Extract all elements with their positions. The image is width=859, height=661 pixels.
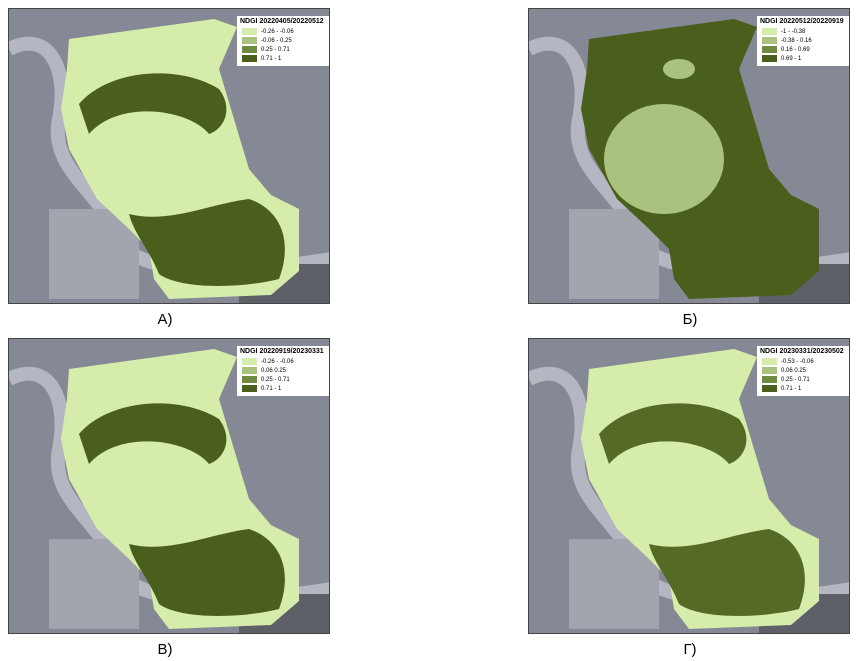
legend-item: 0.71 - 1 <box>242 384 330 393</box>
legend-item: -0.06 - 0.25 <box>242 36 330 45</box>
map-panel: NDGI 20220405/20220512 -0.26 - -0.06 -0.06… <box>8 8 330 304</box>
legend-title: NDGI 20220512/20220919 <box>760 18 850 25</box>
legend-label: -0.53 - -0.06 <box>781 359 814 365</box>
legend-label: -0.06 - 0.25 <box>261 38 292 44</box>
legend-item: 0.71 - 1 <box>242 54 330 63</box>
map-panel: NDGI 20220919/20230331 -0.26 - -0.06 0.06 … <box>8 338 330 634</box>
legend-label: -0.38 - 0.16 <box>781 38 812 44</box>
legend: NDGI 20220405/20220512 -0.26 - -0.06 -0.06… <box>237 16 330 66</box>
legend-swatch <box>242 37 257 44</box>
figure: NDGI 20220405/20220512 -0.26 - -0.06 -0.06… <box>0 0 859 661</box>
caption: Г) <box>660 641 720 658</box>
caption: Б) <box>660 311 720 328</box>
legend-label: -0.26 - -0.06 <box>261 359 294 365</box>
legend-label: 0.06 0.25 <box>781 368 806 374</box>
legend-swatch <box>762 376 777 383</box>
legend-title: NDGI 20220919/20230331 <box>240 348 330 355</box>
zone <box>663 59 695 79</box>
legend-swatch <box>242 46 257 53</box>
legend-item: 0.25 - 0.71 <box>242 375 330 384</box>
caption: В) <box>135 641 195 658</box>
legend-label: -1 - -0.38 <box>781 29 805 35</box>
legend-swatch <box>242 55 257 62</box>
legend-item: 0.69 - 1 <box>762 54 850 63</box>
legend-item: -0.26 - -0.06 <box>242 27 330 36</box>
legend-item: -0.26 - -0.06 <box>242 357 330 366</box>
zone <box>99 444 209 534</box>
legend-swatch <box>762 37 777 44</box>
legend-swatch <box>762 46 777 53</box>
legend-swatch <box>242 367 257 374</box>
legend-swatch <box>242 376 257 383</box>
legend-swatch <box>242 385 257 392</box>
zone <box>99 114 209 204</box>
legend-label: 0.16 - 0.69 <box>781 47 810 53</box>
legend-label: 0.25 - 0.71 <box>781 377 810 383</box>
legend-label: 0.25 - 0.71 <box>261 377 290 383</box>
legend-swatch <box>242 358 257 365</box>
legend: NDGI 20220512/20220919 -1 - -0.38 -0.38 - … <box>757 16 850 66</box>
legend-item: 0.06 0.25 <box>242 366 330 375</box>
legend-item: 0.06 0.25 <box>762 366 850 375</box>
legend-label: 0.06 0.25 <box>261 368 286 374</box>
legend-label: 0.71 - 1 <box>261 56 281 62</box>
legend-swatch <box>762 358 777 365</box>
zone <box>619 444 729 534</box>
legend-item: -0.53 - -0.06 <box>762 357 850 366</box>
legend-swatch <box>762 55 777 62</box>
legend-title: NDGI 20220405/20220512 <box>240 18 330 25</box>
legend-item: -0.38 - 0.16 <box>762 36 850 45</box>
legend-label: 0.71 - 1 <box>781 386 801 392</box>
legend-label: 0.71 - 1 <box>261 386 281 392</box>
zone <box>604 104 724 214</box>
map-panel: NDGI 20220512/20220919 -1 - -0.38 -0.38 - … <box>528 8 850 304</box>
legend-item: -1 - -0.38 <box>762 27 850 36</box>
legend-item: 0.16 - 0.69 <box>762 45 850 54</box>
legend-item: 0.25 - 0.71 <box>242 45 330 54</box>
map-panel: NDGI 20230331/20230502 -0.53 - -0.06 0.06 … <box>528 338 850 634</box>
legend-item: 0.71 - 1 <box>762 384 850 393</box>
legend-label: 0.69 - 1 <box>781 56 801 62</box>
legend-swatch <box>762 385 777 392</box>
legend-swatch <box>762 367 777 374</box>
legend-swatch <box>762 28 777 35</box>
legend-label: 0.25 - 0.71 <box>261 47 290 53</box>
legend-label: -0.26 - -0.06 <box>261 29 294 35</box>
legend-title: NDGI 20230331/20230502 <box>760 348 850 355</box>
legend: NDGI 20220919/20230331 -0.26 - -0.06 0.06 … <box>237 346 330 396</box>
legend: NDGI 20230331/20230502 -0.53 - -0.06 0.06 … <box>757 346 850 396</box>
legend-swatch <box>242 28 257 35</box>
legend-item: 0.25 - 0.71 <box>762 375 850 384</box>
caption: А) <box>135 311 195 328</box>
